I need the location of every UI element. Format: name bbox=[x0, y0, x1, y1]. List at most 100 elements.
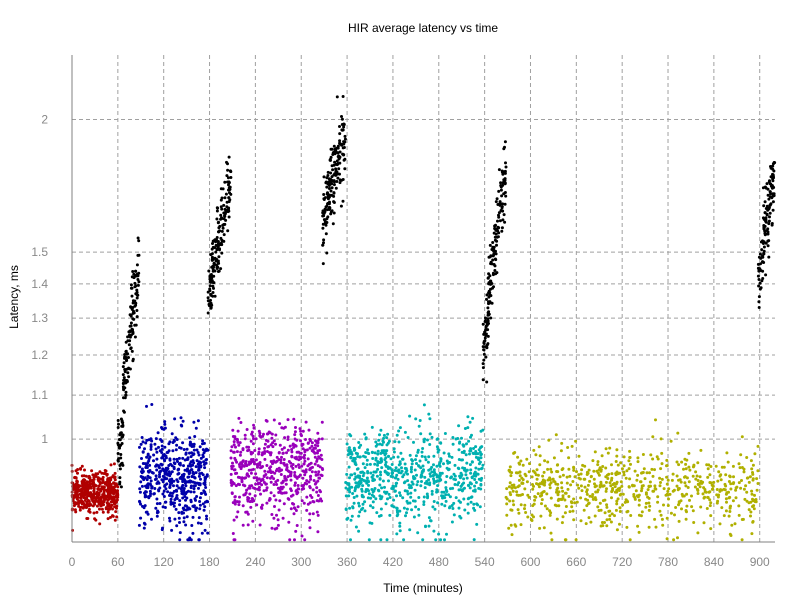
data-point bbox=[210, 252, 214, 256]
data-point bbox=[206, 290, 210, 294]
data-point bbox=[723, 482, 727, 486]
data-point bbox=[445, 532, 448, 536]
data-point bbox=[718, 522, 722, 526]
data-point bbox=[173, 498, 177, 502]
data-point bbox=[430, 435, 434, 439]
data-point bbox=[489, 279, 493, 283]
data-point bbox=[682, 467, 685, 471]
data-point bbox=[756, 262, 760, 266]
data-point bbox=[451, 442, 455, 446]
data-point bbox=[418, 459, 422, 463]
data-point bbox=[415, 473, 418, 477]
data-point bbox=[568, 510, 572, 514]
data-point bbox=[519, 503, 523, 507]
data-point bbox=[715, 488, 719, 491]
data-point bbox=[102, 496, 106, 500]
data-point bbox=[497, 213, 500, 217]
data-point bbox=[474, 481, 478, 484]
data-point bbox=[510, 471, 514, 475]
data-point bbox=[387, 479, 390, 483]
data-point bbox=[371, 506, 375, 510]
data-point bbox=[379, 507, 383, 511]
data-point bbox=[276, 523, 280, 527]
data-point bbox=[379, 473, 383, 477]
data-point bbox=[128, 339, 132, 343]
data-point bbox=[709, 514, 713, 518]
data-point bbox=[244, 461, 247, 465]
data-point bbox=[443, 504, 447, 508]
data-point bbox=[484, 334, 488, 337]
data-point bbox=[398, 494, 402, 497]
data-point bbox=[432, 481, 436, 485]
data-point bbox=[218, 224, 222, 228]
data-point bbox=[573, 501, 577, 505]
data-point bbox=[705, 507, 709, 510]
data-point bbox=[675, 474, 679, 478]
x-tick-label: 720 bbox=[612, 555, 632, 569]
data-point bbox=[116, 485, 120, 489]
data-point bbox=[503, 182, 507, 186]
data-point bbox=[325, 251, 329, 255]
data-point bbox=[290, 448, 294, 451]
data-point bbox=[272, 459, 276, 463]
data-point bbox=[260, 506, 264, 510]
data-point bbox=[430, 492, 434, 496]
x-tick-label: 780 bbox=[658, 555, 678, 569]
data-point bbox=[599, 480, 603, 484]
data-point bbox=[726, 460, 730, 464]
data-point bbox=[345, 472, 349, 476]
data-point bbox=[419, 473, 423, 477]
data-point bbox=[395, 473, 399, 477]
data-point bbox=[230, 483, 234, 487]
data-point bbox=[136, 274, 140, 278]
data-point bbox=[248, 492, 252, 496]
data-point bbox=[499, 181, 503, 185]
data-point bbox=[491, 241, 495, 244]
data-point bbox=[148, 476, 152, 480]
data-point bbox=[511, 499, 515, 503]
data-point bbox=[428, 483, 432, 487]
data-point bbox=[137, 271, 141, 275]
data-point bbox=[359, 479, 362, 483]
data-point bbox=[412, 476, 416, 480]
data-point bbox=[629, 462, 632, 466]
data-point bbox=[694, 477, 698, 481]
data-point bbox=[308, 475, 312, 479]
data-point bbox=[536, 492, 540, 496]
data-point bbox=[372, 495, 376, 498]
data-point bbox=[508, 468, 511, 472]
data-point bbox=[422, 495, 426, 499]
data-point bbox=[396, 477, 400, 481]
data-point bbox=[645, 471, 649, 475]
data-point bbox=[192, 448, 196, 452]
data-point bbox=[181, 456, 185, 460]
data-point bbox=[356, 474, 360, 478]
data-point bbox=[566, 487, 570, 491]
data-point bbox=[677, 487, 680, 491]
data-point bbox=[371, 500, 375, 504]
data-point bbox=[346, 453, 350, 457]
data-point bbox=[404, 514, 407, 518]
data-point bbox=[260, 453, 264, 457]
data-point bbox=[360, 508, 363, 511]
data-point bbox=[145, 438, 149, 442]
data-point bbox=[188, 440, 192, 444]
data-point bbox=[585, 490, 589, 494]
data-point bbox=[428, 443, 432, 446]
data-point bbox=[406, 492, 410, 496]
data-point bbox=[600, 454, 604, 458]
data-point bbox=[335, 163, 339, 167]
data-point bbox=[214, 240, 218, 244]
data-point bbox=[389, 474, 393, 478]
data-point bbox=[572, 497, 576, 501]
data-point bbox=[152, 492, 156, 496]
data-point bbox=[99, 503, 103, 507]
data-point bbox=[492, 231, 496, 235]
data-point bbox=[761, 254, 765, 258]
data-point bbox=[144, 466, 148, 469]
data-point bbox=[201, 502, 205, 506]
data-point bbox=[141, 450, 145, 454]
data-point bbox=[164, 487, 168, 491]
data-point bbox=[330, 209, 334, 213]
data-point bbox=[297, 450, 301, 454]
